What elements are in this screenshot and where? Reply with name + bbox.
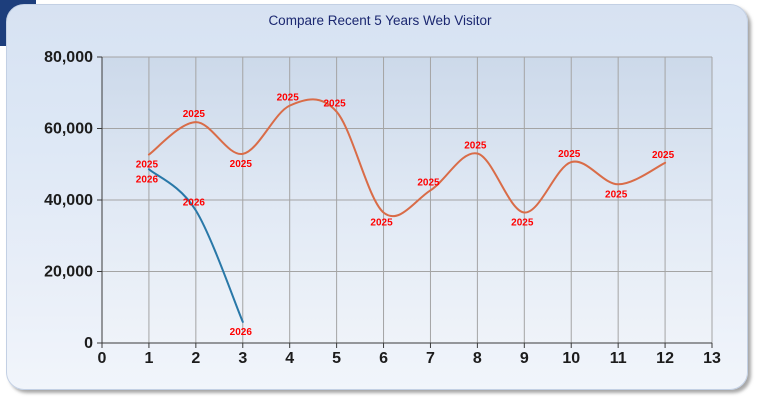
point-label-2025: 2025	[230, 159, 253, 170]
chart-title: Compare Recent 5 Years Web Visitor	[268, 13, 492, 28]
point-label-2026: 2026	[136, 174, 159, 185]
point-label-2025: 2025	[136, 160, 159, 171]
x-tick-label: 0	[98, 350, 107, 367]
point-label-2025: 2025	[464, 141, 487, 152]
x-tick-label: 1	[144, 350, 153, 367]
x-tick-label: 12	[656, 350, 674, 367]
series-line-2025	[147, 98, 667, 218]
x-tick-label: 7	[426, 350, 435, 367]
series-line-2026	[147, 168, 244, 323]
point-label-2025: 2025	[277, 93, 300, 104]
x-tick-label: 9	[520, 350, 529, 367]
point-label-2025: 2025	[417, 177, 440, 188]
x-tick-label: 10	[562, 350, 580, 367]
x-tick-label: 4	[285, 350, 294, 367]
x-tick-label: 6	[379, 350, 388, 367]
y-tick-label: 0	[84, 335, 93, 352]
x-tick-label: 3	[238, 350, 247, 367]
y-tick-label: 20,000	[44, 264, 93, 281]
point-label-2025: 2025	[605, 189, 628, 200]
series-lines	[147, 98, 667, 323]
point-label-2025: 2025	[183, 109, 206, 120]
x-tick-label: 8	[473, 350, 482, 367]
y-tick-label: 60,000	[44, 121, 93, 138]
axes	[97, 56, 713, 348]
point-label-2025: 2025	[323, 99, 346, 110]
x-tick-label: 5	[332, 350, 341, 367]
point-label-2026: 2026	[183, 197, 206, 208]
y-tick-label: 80,000	[44, 49, 93, 66]
point-label-2025: 2025	[370, 218, 393, 229]
y-tick-label: 40,000	[44, 192, 93, 209]
x-tick-label: 2	[191, 350, 200, 367]
x-tick-label: 11	[610, 350, 627, 367]
x-tick-label: 13	[703, 350, 721, 367]
point-label-2025: 2025	[652, 150, 675, 161]
axis-and-point-labels: 0 1 2 3 4 5 6 7 8 9 10 11 12 13020,00040,00060,00080,…	[44, 49, 721, 367]
point-label-2025: 2025	[511, 218, 534, 229]
point-label-2025: 2025	[558, 149, 581, 160]
point-label-2026: 2026	[230, 327, 253, 338]
